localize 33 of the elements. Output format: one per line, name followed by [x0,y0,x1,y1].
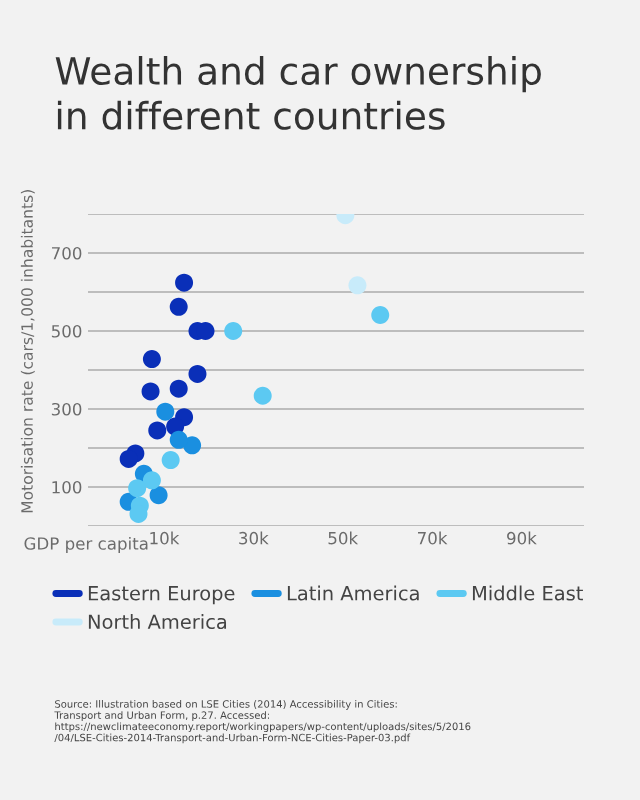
y-tick-label: 700 [52,246,82,260]
point [169,379,188,398]
x-tick-label: 90k [507,531,537,545]
point [175,273,194,292]
point [119,449,138,468]
legend-label: Eastern Europe [88,586,235,605]
point [224,322,243,340]
point [142,471,161,490]
y-tick-label: 500 [51,324,82,338]
y-tick-label: 300 [51,402,82,416]
point [142,350,161,369]
point [149,486,168,505]
point [148,421,167,440]
x-tick-label: 10k [150,531,180,545]
legend-label: Latin America [287,585,419,601]
point [188,364,207,383]
point [348,276,367,295]
x-tick-label: 30k [239,531,269,545]
x-tick-label: 50k [328,531,359,545]
x-tick-label: 70k [418,531,448,545]
point [169,430,188,449]
point [169,297,188,316]
point [156,402,175,421]
point [371,306,390,325]
point [161,451,180,470]
point [128,479,147,498]
legend-label: Middle East [472,585,583,601]
legend-label: North America [88,614,227,630]
chart-title: Wealth and car ownership in different countries [55,56,541,130]
x-axis-title: GDP per capita [24,536,148,554]
point [253,386,272,405]
y-tick-label: 100 [52,480,82,494]
point [141,382,160,401]
